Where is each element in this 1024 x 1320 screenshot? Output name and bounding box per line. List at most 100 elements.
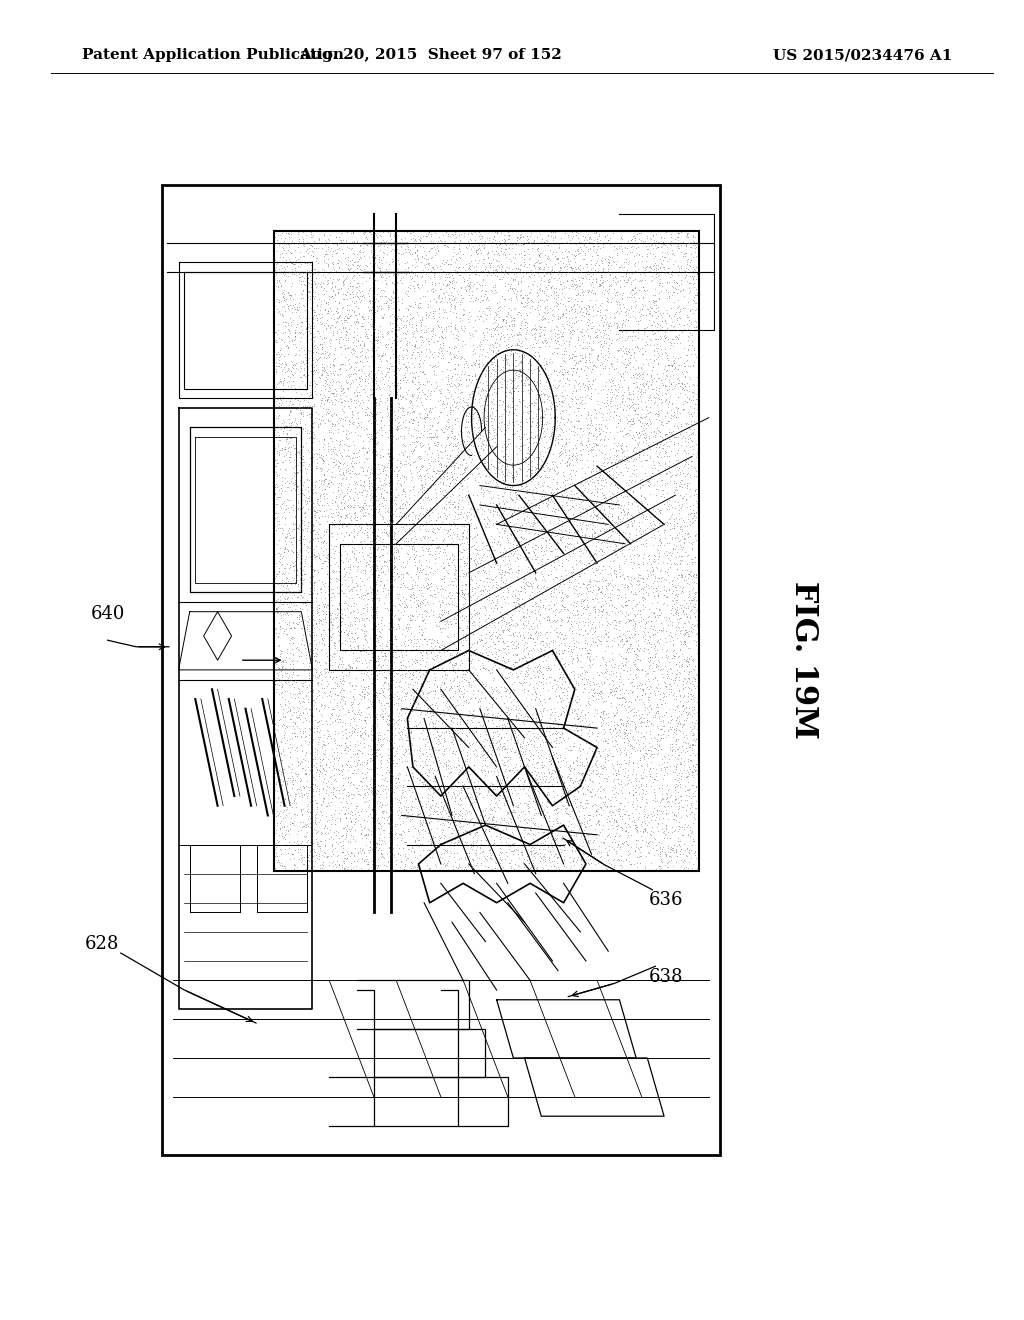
Point xyxy=(377,768,393,789)
Point xyxy=(521,515,538,536)
Point xyxy=(287,574,303,595)
Point xyxy=(323,603,339,624)
Point xyxy=(517,314,534,335)
Point xyxy=(580,692,596,713)
Point xyxy=(270,701,287,722)
Point xyxy=(574,754,591,775)
Point xyxy=(488,678,505,700)
Point xyxy=(437,785,454,807)
Point xyxy=(530,466,547,487)
Point xyxy=(683,721,699,742)
Point xyxy=(624,326,640,347)
Point xyxy=(506,742,522,763)
Point xyxy=(370,558,386,579)
Point xyxy=(625,807,641,828)
Point xyxy=(351,700,368,721)
Point xyxy=(657,246,674,267)
Point xyxy=(486,851,503,873)
Point xyxy=(623,273,639,294)
Point xyxy=(620,350,636,371)
Point xyxy=(521,675,538,696)
Point xyxy=(460,467,476,488)
Point xyxy=(408,692,424,713)
Point xyxy=(672,817,688,838)
Point xyxy=(462,824,478,845)
Point xyxy=(414,325,430,346)
Point xyxy=(302,698,318,719)
Point xyxy=(608,313,625,334)
Point xyxy=(517,743,534,764)
Point xyxy=(477,847,494,869)
Point xyxy=(349,351,366,372)
Point xyxy=(400,729,417,750)
Point xyxy=(683,660,699,681)
Point xyxy=(477,473,494,494)
Point xyxy=(308,612,325,634)
Point xyxy=(512,660,528,681)
Point xyxy=(604,529,621,550)
Point xyxy=(685,260,701,281)
Point xyxy=(420,574,436,595)
Point xyxy=(457,510,473,531)
Point xyxy=(504,279,520,300)
Point xyxy=(352,496,369,517)
Point xyxy=(668,375,684,396)
Point xyxy=(655,659,672,680)
Point xyxy=(389,372,406,393)
Point xyxy=(296,503,312,524)
Point xyxy=(358,527,375,548)
Point xyxy=(477,611,494,632)
Point xyxy=(371,498,387,519)
Point xyxy=(327,585,343,606)
Point xyxy=(606,560,623,581)
Point xyxy=(410,385,426,407)
Point xyxy=(479,553,496,574)
Point xyxy=(408,293,424,314)
Point xyxy=(371,738,387,759)
Point xyxy=(365,391,381,412)
Point xyxy=(324,561,340,582)
Point xyxy=(315,314,332,335)
Point xyxy=(638,722,654,743)
Point xyxy=(269,314,286,335)
Point xyxy=(327,785,343,807)
Point xyxy=(394,828,411,849)
Point xyxy=(319,697,336,718)
Point xyxy=(532,771,549,792)
Point xyxy=(593,275,609,296)
Point xyxy=(609,587,626,609)
Point xyxy=(655,715,672,737)
Point xyxy=(381,731,397,752)
Point xyxy=(402,462,419,483)
Point xyxy=(582,313,598,334)
Point xyxy=(357,754,374,775)
Point xyxy=(383,285,399,306)
Point xyxy=(411,337,427,358)
Point xyxy=(650,447,667,469)
Point xyxy=(526,599,543,620)
Point xyxy=(659,667,676,688)
Point xyxy=(349,257,366,279)
Point xyxy=(331,503,347,524)
Point xyxy=(532,383,549,404)
Point xyxy=(327,491,343,512)
Point xyxy=(663,838,679,859)
Point xyxy=(633,416,649,437)
Point xyxy=(433,434,450,455)
Point xyxy=(614,818,631,840)
Point xyxy=(433,447,450,469)
Point xyxy=(685,648,701,669)
Point xyxy=(571,350,588,371)
Point xyxy=(426,649,442,671)
Point xyxy=(568,404,585,425)
Point xyxy=(321,385,337,407)
Point xyxy=(367,318,383,339)
Point xyxy=(477,458,494,479)
Point xyxy=(465,436,481,457)
Point xyxy=(443,223,460,244)
Point xyxy=(388,767,404,788)
Point xyxy=(518,500,535,521)
Point xyxy=(631,511,647,532)
Point xyxy=(442,644,459,665)
Point xyxy=(368,601,384,622)
